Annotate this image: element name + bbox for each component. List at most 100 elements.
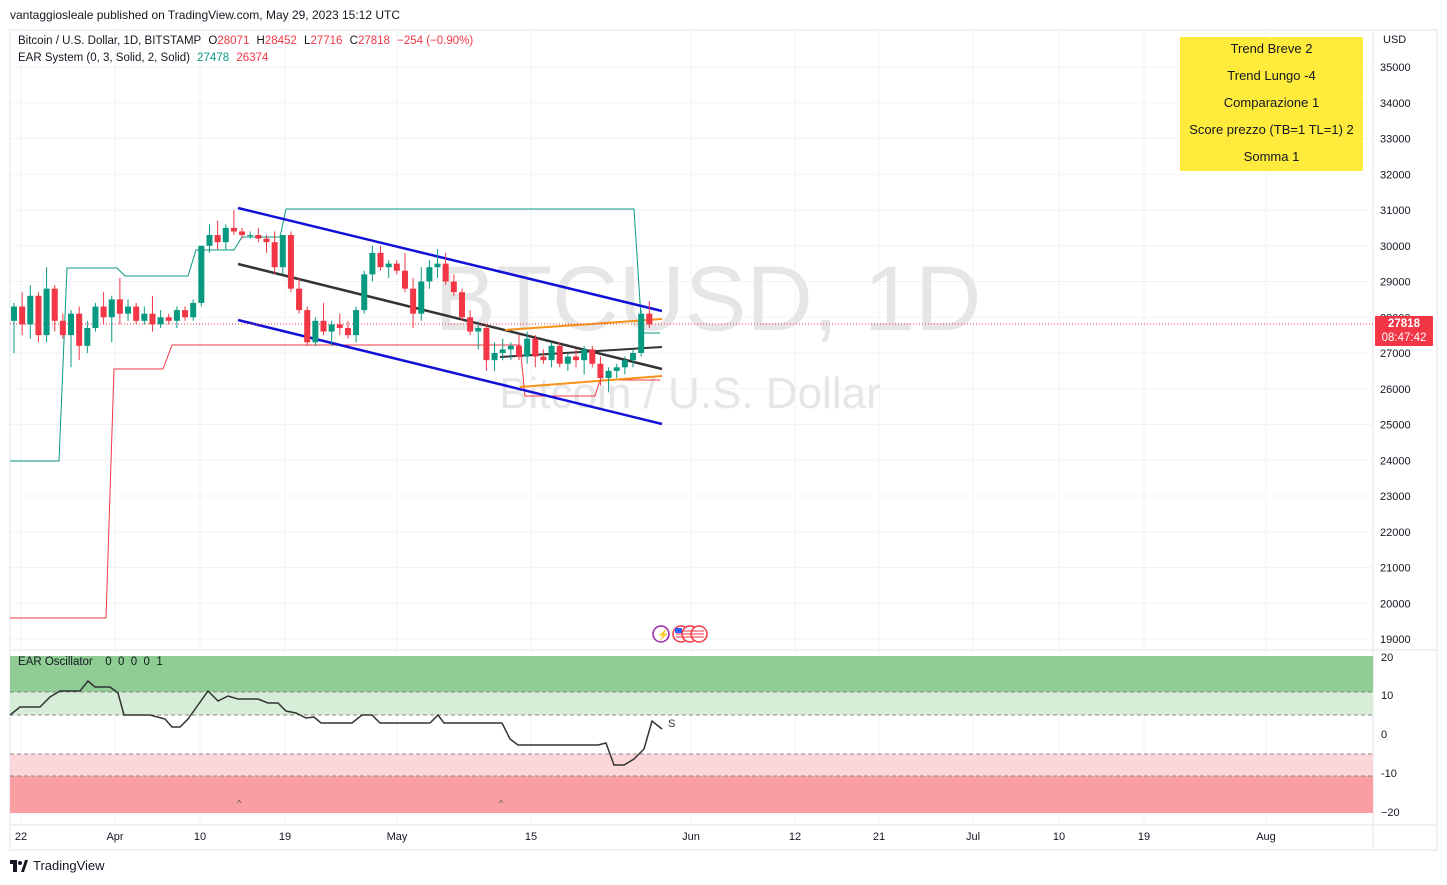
time-tick-label[interactable]: 21	[873, 831, 885, 843]
price-tick-label[interactable]: 32000	[1380, 169, 1411, 181]
currency-label[interactable]: USD	[1383, 34, 1407, 46]
watermark-symbol: BTCUSD, 1D	[435, 248, 982, 350]
price-tick-label[interactable]: 34000	[1380, 98, 1411, 110]
candle	[361, 270, 368, 314]
price-axis-ticks[interactable]: 3500034000330003200031000300002900028000…	[1380, 62, 1411, 646]
candle	[393, 260, 400, 275]
indicator-name[interactable]: EAR System (0, 3, Solid, 2, Solid)	[18, 52, 190, 64]
candle	[483, 324, 490, 371]
candle	[206, 224, 213, 253]
time-tick-label[interactable]: 19	[279, 831, 291, 843]
time-axis-ticks[interactable]: 22 Apr 10 19 May 15 Jun 12 21 Jul 10 19 Aug	[15, 831, 1276, 843]
candle	[426, 260, 433, 289]
channel-upper-line	[237, 206, 663, 313]
osc-end-marker: S	[668, 718, 675, 730]
time-tick-label[interactable]: Jul	[966, 831, 980, 843]
candle	[613, 363, 620, 379]
indicator-legend[interactable]: EAR System (0, 3, Solid, 2, Solid) 27478…	[18, 52, 268, 64]
events-icons[interactable]: ⚡	[652, 625, 708, 643]
price-tick-label[interactable]: 29000	[1380, 277, 1411, 289]
candle	[304, 306, 311, 346]
candle	[336, 313, 343, 336]
last-price-tag: 27818 08:47:42	[1375, 316, 1433, 346]
time-tick-label[interactable]: 12	[789, 831, 801, 843]
price-tick-label[interactable]: 33000	[1380, 134, 1411, 146]
osc-strong-bear-zone	[10, 776, 1373, 813]
countdown-value: 08:47:42	[1381, 332, 1427, 344]
candle	[255, 227, 262, 243]
indicator-value-2: 26374	[236, 52, 269, 64]
price-tick-label[interactable]: 21000	[1380, 563, 1411, 575]
time-tick-label[interactable]: Aug	[1256, 831, 1276, 843]
price-tick-label[interactable]: 25000	[1380, 420, 1411, 432]
candle	[524, 331, 531, 364]
lower-stop-line	[10, 344, 660, 619]
candle	[556, 342, 563, 368]
osc-bull-zone	[10, 692, 1373, 715]
candle	[499, 338, 506, 361]
candle	[410, 277, 417, 328]
candle	[344, 320, 351, 339]
candle	[581, 345, 588, 375]
candle	[597, 356, 604, 386]
osc-caret-icon: ^	[499, 798, 504, 808]
chart-frame	[9, 29, 1438, 851]
time-tick-label[interactable]: Jun	[682, 831, 700, 843]
candle	[312, 317, 319, 346]
price-tick-label[interactable]: 22000	[1380, 527, 1411, 539]
price-tick-label[interactable]: 23000	[1380, 491, 1411, 503]
brand-name: TradingView	[33, 858, 105, 873]
time-tick-label[interactable]: 10	[194, 831, 206, 843]
candle	[434, 249, 441, 278]
open-value: 28071	[217, 35, 250, 47]
candle	[108, 295, 115, 343]
high-value: 28452	[264, 35, 297, 47]
price-tick-label[interactable]: 24000	[1380, 455, 1411, 467]
candle	[125, 299, 132, 321]
candle	[296, 277, 303, 314]
candle	[19, 292, 26, 336]
time-tick-label[interactable]: 10	[1053, 831, 1065, 843]
price-tick-label[interactable]: 31000	[1380, 205, 1411, 217]
grid	[10, 30, 1373, 825]
price-tick-label[interactable]: 27000	[1380, 348, 1411, 360]
osc-tick-label[interactable]: -10	[1381, 768, 1397, 780]
osc-tick-label[interactable]: 0	[1381, 729, 1387, 741]
osc-tick-label[interactable]: −20	[1381, 807, 1400, 819]
candle	[116, 277, 123, 325]
candle	[35, 292, 42, 343]
candle	[141, 306, 148, 325]
trend-breve-text: Trend Breve 2	[1230, 41, 1313, 56]
candle	[320, 302, 327, 336]
candle	[369, 245, 376, 282]
candle	[515, 335, 522, 361]
trend-lungo-text: Trend Lungo -4	[1227, 68, 1316, 83]
candles	[11, 210, 653, 393]
time-tick-label[interactable]: 22	[15, 831, 27, 843]
symbol-legend[interactable]: Bitcoin / U.S. Dollar, 1D, BITSTAMP O280…	[18, 35, 473, 47]
low-value: 27716	[310, 35, 343, 47]
footer-brand[interactable]: TradingView	[10, 858, 105, 873]
candle	[532, 335, 539, 368]
price-tick-label[interactable]: 30000	[1380, 241, 1411, 253]
price-tick-label[interactable]: 20000	[1380, 598, 1411, 610]
osc-tick-label[interactable]: 20	[1381, 652, 1393, 664]
time-tick-label[interactable]: Apr	[106, 831, 123, 843]
high-label: H	[256, 35, 265, 47]
time-tick-label[interactable]: 15	[525, 831, 537, 843]
time-tick-label[interactable]: 19	[1138, 831, 1150, 843]
osc-axis-ticks[interactable]: 20 10 0 -10 −20	[1381, 652, 1400, 819]
symbol-name[interactable]: Bitcoin / U.S. Dollar, 1D, BITSTAMP	[18, 35, 202, 47]
osc-tick-label[interactable]: 10	[1381, 690, 1393, 702]
oscillator-name[interactable]: EAR Oscillator	[18, 656, 93, 668]
oscillator-legend[interactable]: EAR Oscillator 0 0 0 0 1	[18, 656, 163, 668]
lightning-glyph: ⚡	[657, 628, 669, 641]
price-tick-label[interactable]: 26000	[1380, 384, 1411, 396]
lightning-icon[interactable]	[652, 625, 670, 643]
osc-strong-bull-zone	[10, 656, 1373, 692]
price-tick-label[interactable]: 19000	[1380, 634, 1411, 646]
time-tick-label[interactable]: May	[387, 831, 408, 843]
price-tick-label[interactable]: 35000	[1380, 62, 1411, 74]
candle	[157, 310, 164, 328]
